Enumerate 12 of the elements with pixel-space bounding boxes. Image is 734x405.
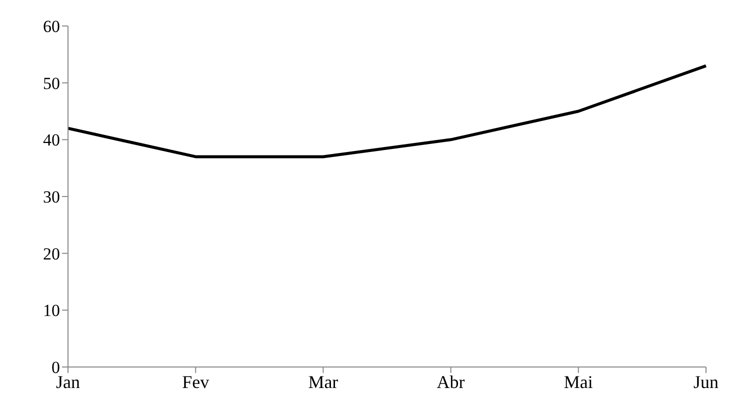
y-tick-label: 40 <box>43 130 60 150</box>
y-tick-label: 60 <box>43 17 60 36</box>
y-tick-label: 50 <box>43 74 60 93</box>
x-tick-label: Abr <box>436 372 465 392</box>
x-tick-label: Mai <box>564 372 593 392</box>
line-series <box>66 64 708 158</box>
x-tick-label: Fev <box>182 372 210 392</box>
y-tick-label: 20 <box>43 244 60 264</box>
x-tick-label: Jun <box>693 372 719 392</box>
y-tick-label: 10 <box>43 301 60 320</box>
y-tick-label: 30 <box>43 188 60 207</box>
x-tick-label: Mar <box>308 372 338 392</box>
